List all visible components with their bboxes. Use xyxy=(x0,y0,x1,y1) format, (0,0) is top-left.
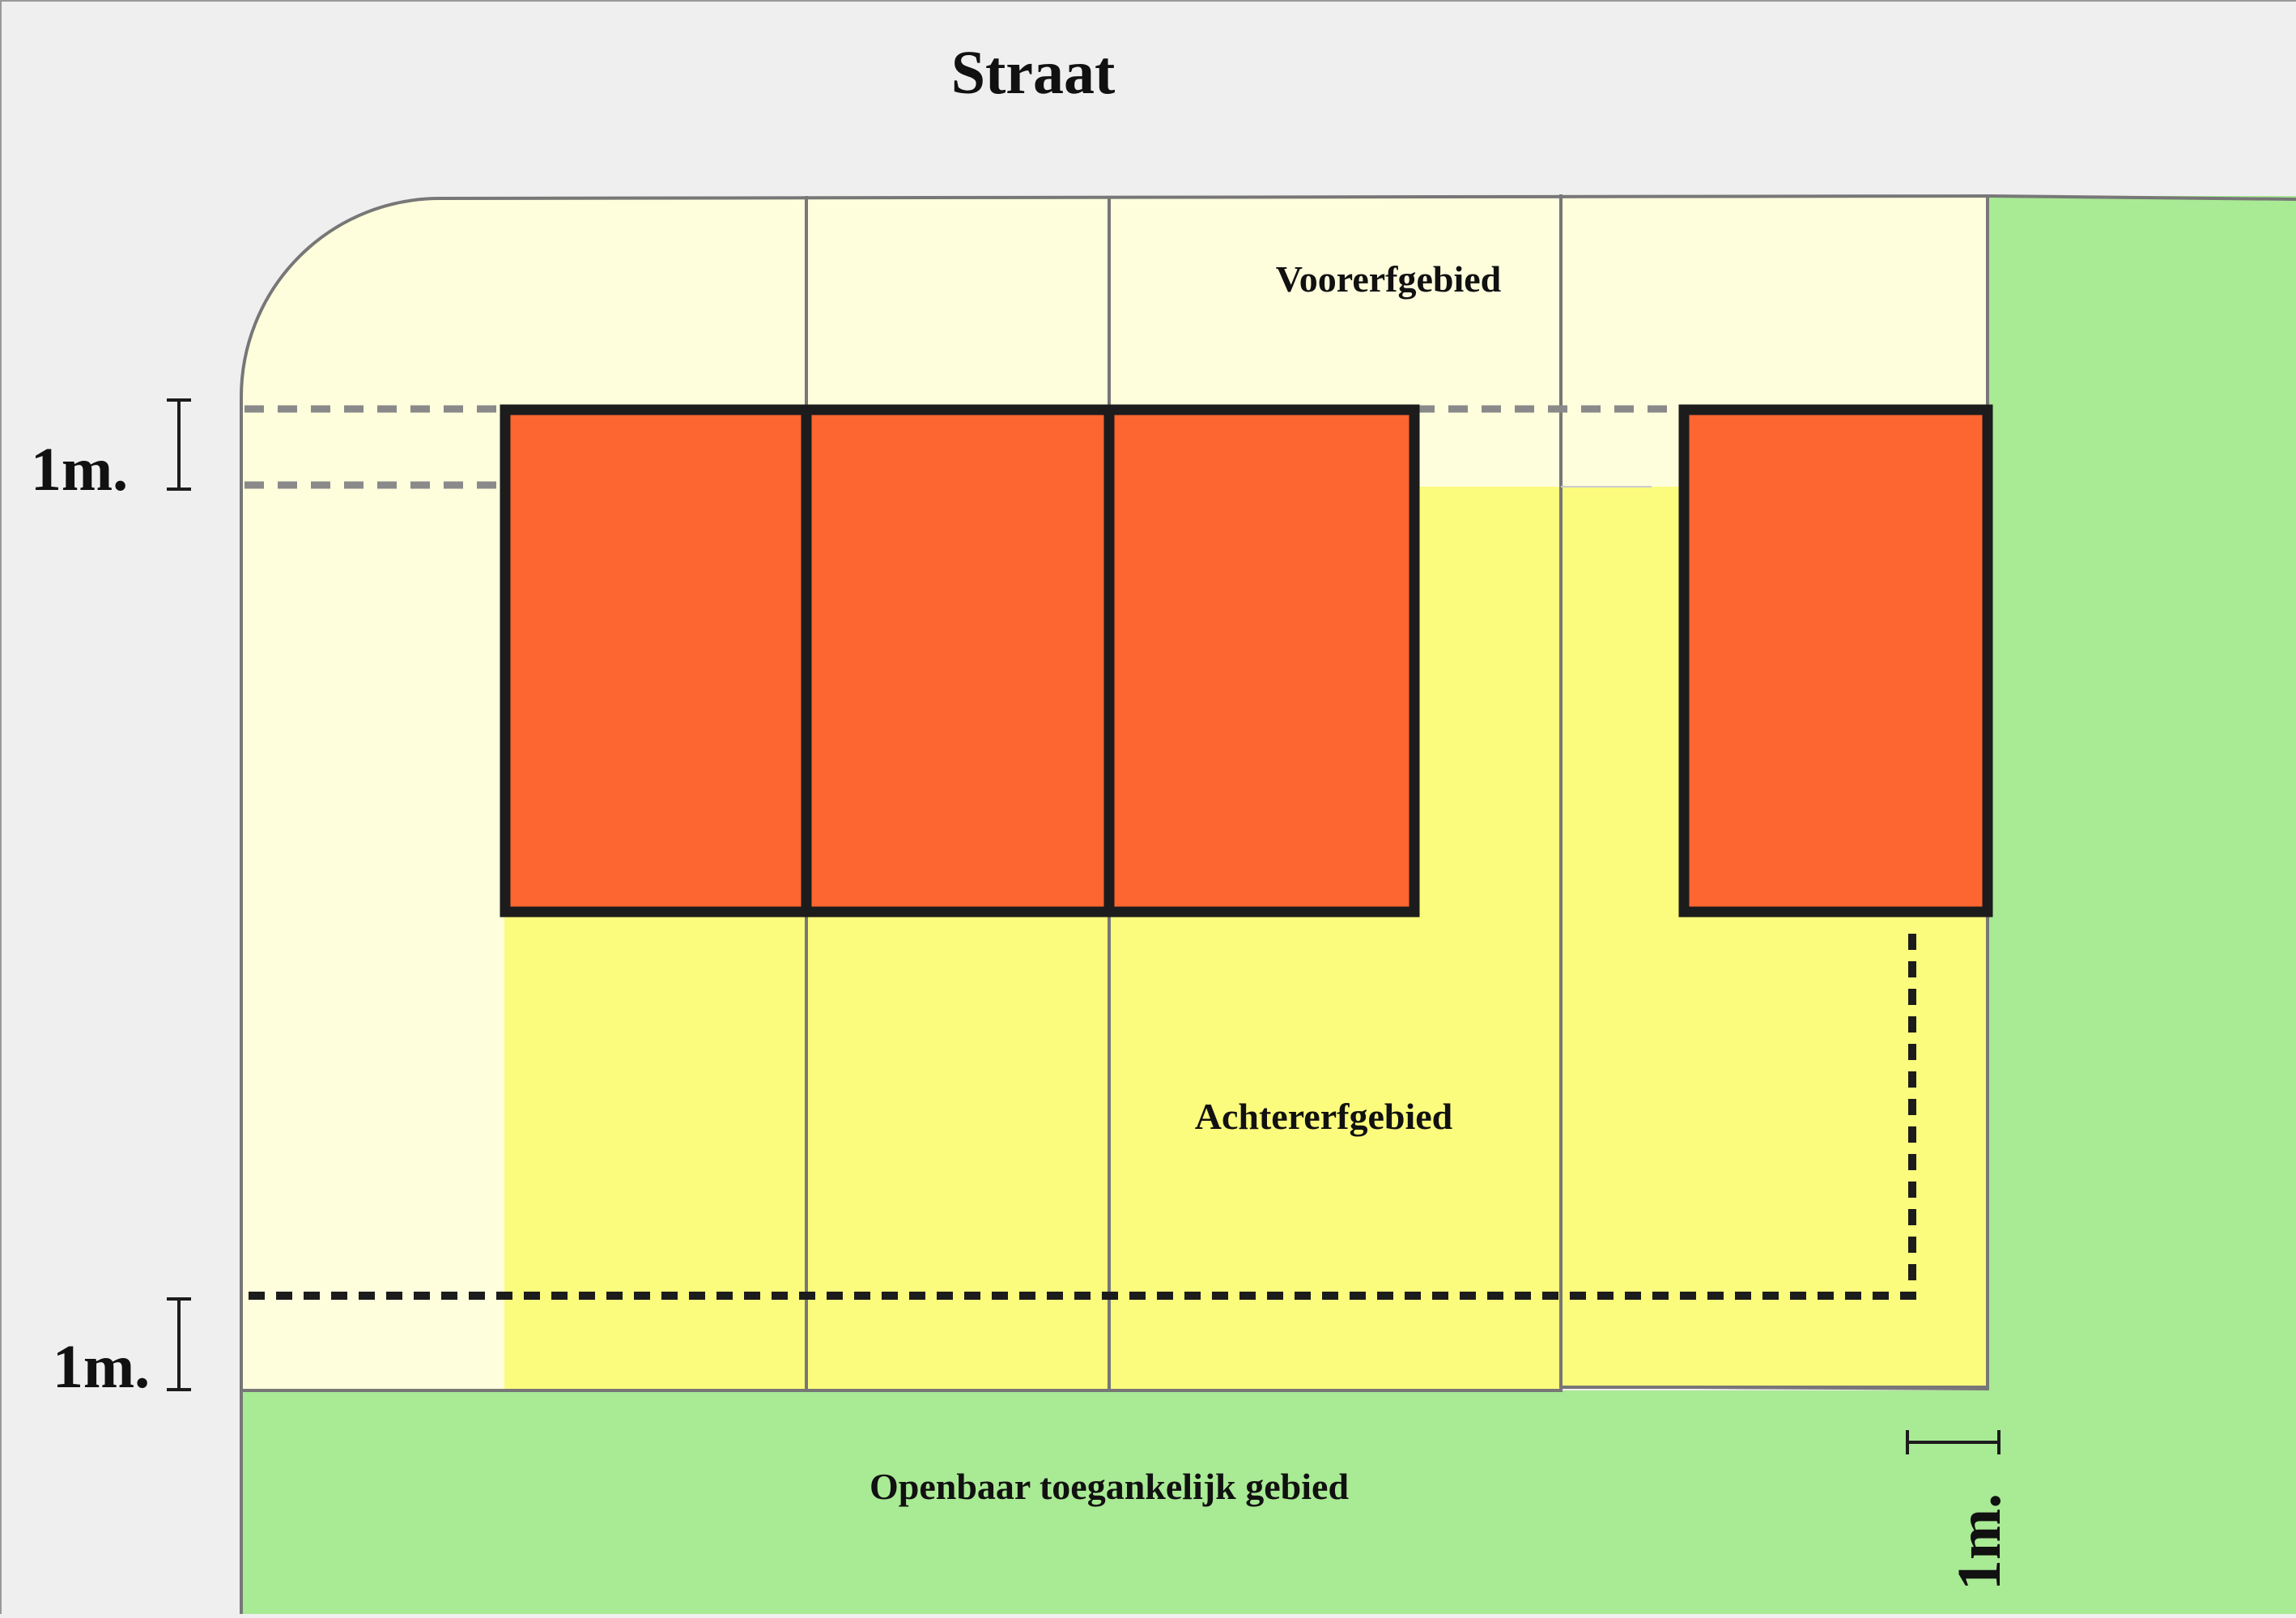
public-area-bottom xyxy=(241,1390,2296,1614)
dimension-marker-top-left xyxy=(167,398,191,491)
building-4 xyxy=(1678,404,1993,918)
public-area-right xyxy=(1988,196,2296,1614)
dimension-marker-bottom-right xyxy=(1906,1430,2000,1454)
public-area-label: Openbaar toegankelijk gebied xyxy=(870,1466,1350,1507)
back-yard-side-strip xyxy=(1414,487,1561,916)
setback-dashed-lines-top xyxy=(244,405,1682,489)
front-yard-label: Voorerfgebied xyxy=(1276,258,1502,300)
back-yard-label: Achtererfgebied xyxy=(1195,1096,1453,1137)
building-2 xyxy=(801,404,1115,918)
street-label: Straat xyxy=(951,39,1116,107)
public-area-right-top-edge xyxy=(1987,194,2296,201)
dimension-marker-bottom-left xyxy=(167,1297,191,1391)
dimension-label-top-left: 1m. xyxy=(31,436,128,504)
dimension-label-bottom-left: 1m. xyxy=(53,1333,150,1401)
buildings xyxy=(500,404,1993,918)
building-1 xyxy=(500,404,812,918)
boundary-dotted-line xyxy=(249,926,1916,1300)
dimension-label-bottom-right: 1m. xyxy=(1945,1493,2013,1590)
back-yard-area xyxy=(504,912,1561,1390)
building-3 xyxy=(1103,404,1420,918)
